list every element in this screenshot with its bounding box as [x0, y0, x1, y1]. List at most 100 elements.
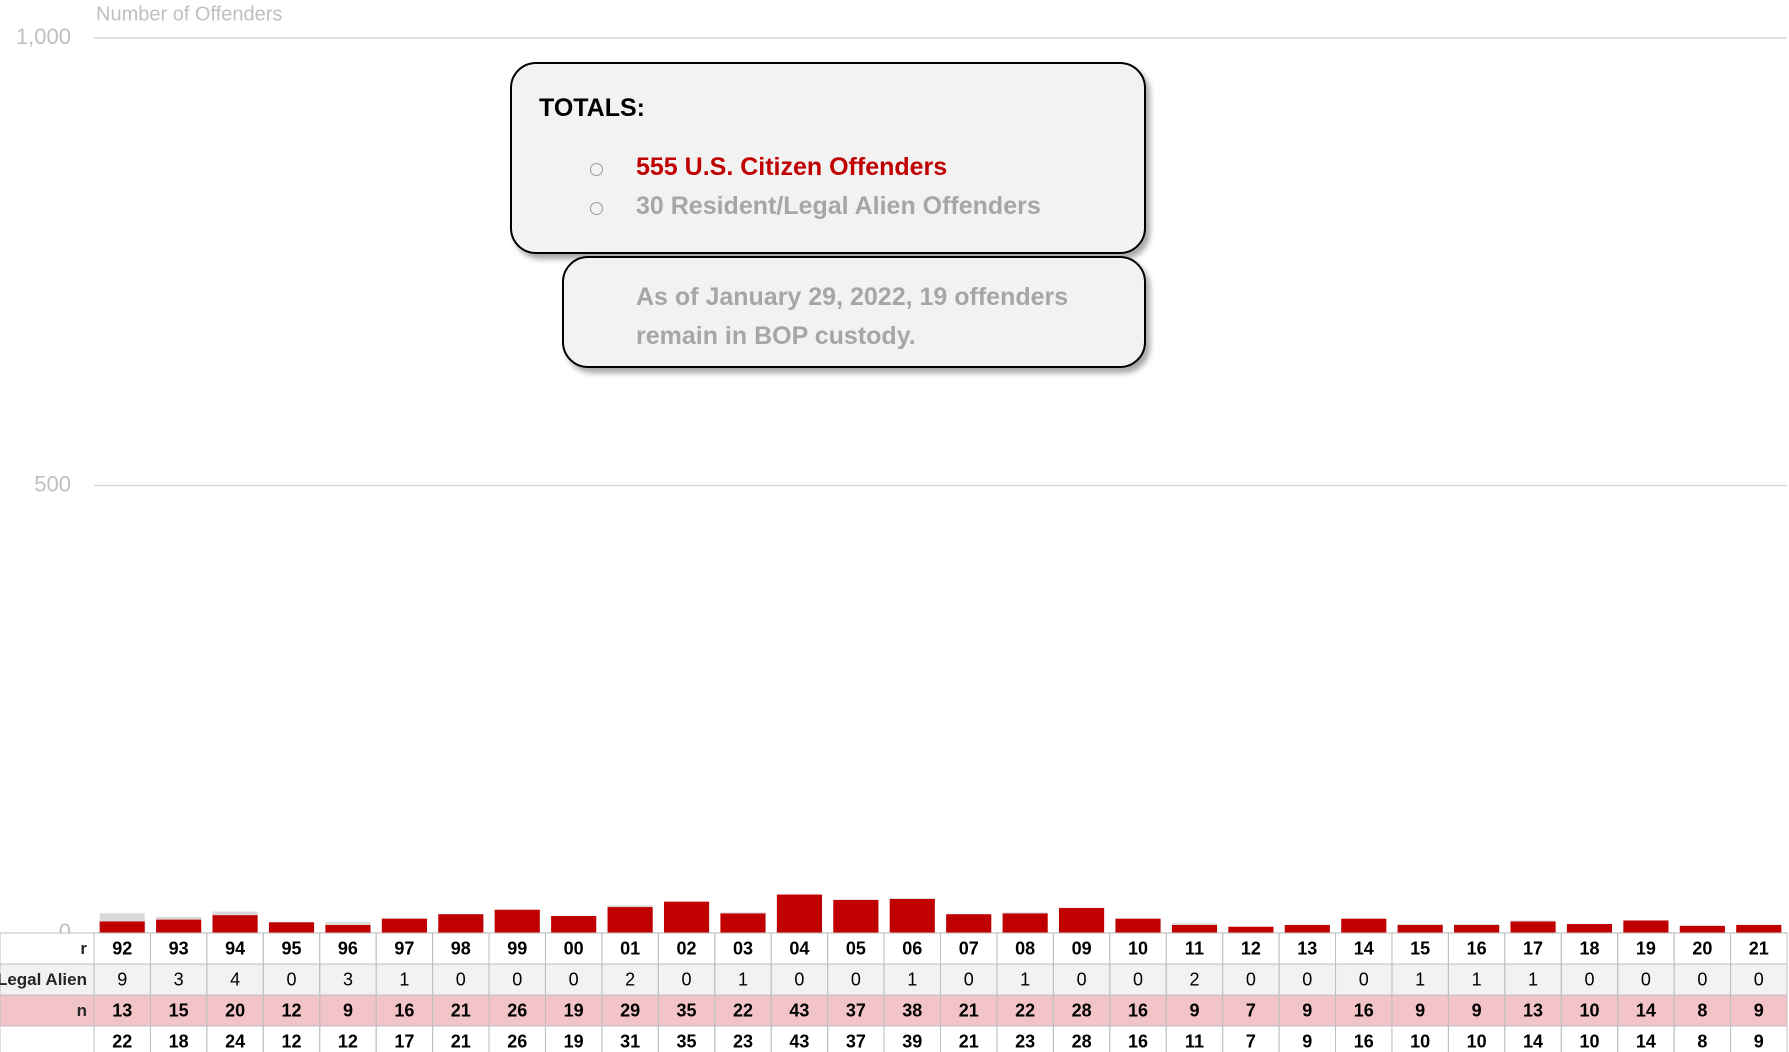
table-value: 26 — [507, 1031, 527, 1051]
table-value: 03 — [733, 938, 753, 958]
bar — [1454, 924, 1500, 925]
bar — [1002, 912, 1048, 914]
table-value: 04 — [789, 938, 809, 958]
bar — [833, 899, 879, 933]
table-value: 14 — [1354, 938, 1374, 958]
table-value: 0 — [851, 969, 861, 989]
table-value: 16 — [394, 1000, 414, 1020]
table-value: 21 — [451, 1031, 471, 1051]
table-value: 14 — [1636, 1031, 1656, 1051]
table-value: 37 — [846, 1031, 866, 1051]
table-value: 7 — [1246, 1000, 1256, 1020]
table-value: 0 — [682, 969, 692, 989]
table-value: 1 — [1528, 969, 1538, 989]
table-value: 02 — [677, 938, 697, 958]
table-value: 0 — [1584, 969, 1594, 989]
table-value: 22 — [112, 1031, 132, 1051]
bar — [1510, 920, 1556, 922]
bar — [1679, 925, 1725, 933]
table-row — [0, 963, 1788, 996]
bar — [1171, 924, 1218, 933]
y-tick-label: 1,000 — [16, 24, 71, 49]
table-value: 16 — [1128, 1000, 1148, 1020]
table-value: 9 — [1302, 1031, 1312, 1051]
table-value: 1 — [1415, 969, 1425, 989]
table-value: 1 — [738, 969, 748, 989]
note-box — [562, 256, 1146, 368]
table-value: 13 — [112, 1000, 132, 1020]
table-value: 23 — [733, 1031, 753, 1051]
table-value: 0 — [1077, 969, 1087, 989]
table-value: 13 — [1297, 938, 1317, 958]
bar — [1002, 913, 1048, 933]
table-value: 39 — [902, 1031, 922, 1051]
table-value: 15 — [1410, 938, 1430, 958]
bar — [1736, 924, 1782, 933]
table-value: 0 — [794, 969, 804, 989]
table-value: 00 — [564, 938, 584, 958]
bar — [381, 917, 427, 919]
totals-title: TOTALS: — [539, 94, 646, 122]
table-value: 01 — [620, 938, 640, 958]
note: As of January 29, 2022, 19 offenders rem… — [636, 283, 1069, 350]
table-value: 17 — [394, 1031, 414, 1051]
bar — [1397, 924, 1443, 933]
table-value: 21 — [959, 1000, 979, 1020]
table-value: 8 — [1697, 1000, 1707, 1020]
bar — [438, 914, 484, 933]
table-value: 99 — [507, 938, 527, 958]
table-value: 38 — [902, 1000, 922, 1020]
table-value: 3 — [174, 969, 184, 989]
table-value: 20 — [225, 1000, 245, 1020]
table-value: 1 — [399, 969, 409, 989]
bar — [607, 907, 653, 933]
table-value: 93 — [169, 938, 189, 958]
table-value: 28 — [1072, 1031, 1092, 1051]
table-value: 0 — [1641, 969, 1651, 989]
table-value: 29 — [620, 1000, 640, 1020]
bullet — [590, 163, 603, 176]
bar — [156, 916, 202, 920]
table-value: 10 — [1579, 1000, 1599, 1020]
table-value: 9 — [1472, 1000, 1482, 1020]
table-value: 0 — [512, 969, 522, 989]
totals-box — [510, 62, 1146, 254]
table-row — [0, 932, 1788, 965]
table-value: 10 — [1467, 1031, 1487, 1051]
table-value: 12 — [282, 1031, 302, 1051]
table-value: 28 — [1072, 1000, 1092, 1020]
table-value: 35 — [677, 1000, 697, 1020]
bar — [1397, 924, 1443, 925]
table-value: 11 — [1185, 938, 1204, 958]
bar — [268, 922, 315, 933]
bar — [551, 915, 597, 933]
table-value: 3 — [343, 969, 353, 989]
table-value: 24 — [225, 1031, 245, 1051]
table-row — [0, 1025, 1788, 1052]
table-value: 11 — [1185, 1031, 1204, 1051]
table-value: 16 — [1354, 1000, 1374, 1020]
table-value: 0 — [1754, 969, 1764, 989]
table-value: 35 — [677, 1031, 697, 1051]
bar — [1341, 918, 1387, 933]
bar — [1454, 924, 1500, 933]
bullet — [590, 202, 603, 215]
bar — [494, 909, 540, 933]
table-value: 10 — [1579, 1031, 1599, 1051]
bar — [212, 915, 258, 933]
table-value: 31 — [620, 1031, 640, 1051]
table-value: 1 — [1472, 969, 1482, 989]
bar — [946, 914, 992, 933]
table-value: 16 — [1128, 1031, 1148, 1051]
bar — [1115, 918, 1161, 933]
table-row — [0, 994, 1788, 1027]
bar — [1228, 926, 1274, 933]
table-value: 17 — [1523, 938, 1543, 958]
bar — [720, 912, 766, 914]
table-value: 21 — [959, 1031, 979, 1051]
table-value: 9 — [1189, 1000, 1199, 1020]
table-value: 8 — [1697, 1031, 1707, 1051]
table-value: 9 — [1754, 1000, 1764, 1020]
